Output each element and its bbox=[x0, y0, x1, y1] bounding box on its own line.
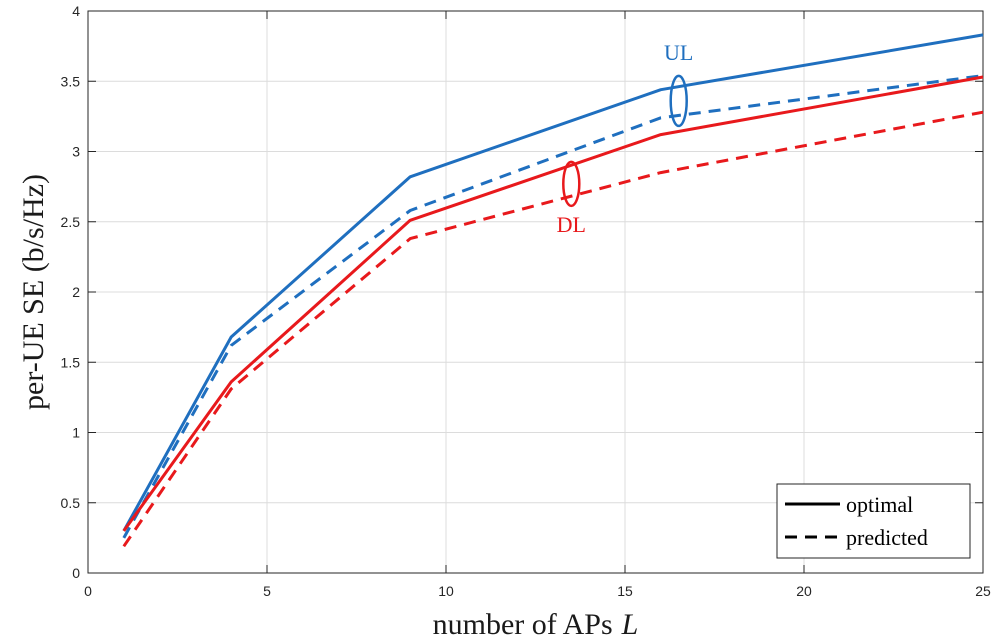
y-tick-label: 2 bbox=[72, 284, 80, 300]
legend-label-predicted: predicted bbox=[846, 525, 928, 550]
legend-label-optimal: optimal bbox=[846, 492, 913, 517]
x-axis-label-variable: L bbox=[621, 608, 639, 641]
x-tick-label: 15 bbox=[617, 583, 633, 599]
annotation-label-dl: DL bbox=[557, 212, 586, 237]
x-tick-label: 10 bbox=[438, 583, 454, 599]
series-line-dl-predicted bbox=[122, 110, 984, 548]
x-tick-label: 25 bbox=[975, 583, 991, 599]
y-tick-label: 4 bbox=[72, 3, 80, 19]
axis-ticks: 0 5 10 15 20 25 0 0.5 1 1.5 2 2.5 3 3.5 4 bbox=[61, 3, 991, 599]
annotation-ellipse-ul bbox=[669, 74, 688, 128]
series-line-ul-optimal bbox=[122, 33, 984, 532]
series-line-ul-predicted bbox=[122, 74, 984, 539]
annotation-label-ul: UL bbox=[664, 40, 693, 65]
y-axis-label: per-UE SE (b/s/Hz) bbox=[17, 174, 50, 410]
annotation-ellipse-dl bbox=[562, 160, 581, 208]
annotations: UL DL bbox=[557, 40, 694, 237]
y-tick-label: 0 bbox=[72, 565, 80, 581]
y-tick-label: 1.5 bbox=[61, 354, 81, 370]
y-tick-label: 0.5 bbox=[61, 495, 81, 511]
y-tick-label: 2.5 bbox=[61, 214, 81, 230]
y-tick-label: 3.5 bbox=[61, 73, 81, 89]
x-tick-label: 20 bbox=[796, 583, 812, 599]
x-axis-label: number of APs L bbox=[433, 608, 639, 641]
series-line-dl-optimal bbox=[122, 75, 984, 532]
series-lines bbox=[122, 33, 984, 548]
y-tick-label: 3 bbox=[72, 144, 80, 160]
x-tick-label: 5 bbox=[263, 583, 271, 599]
legend-box bbox=[776, 483, 971, 559]
x-axis-label-text: number of APs bbox=[433, 608, 613, 641]
legend[interactable]: optimal predicted bbox=[776, 483, 971, 559]
y-tick-label: 1 bbox=[72, 425, 80, 441]
x-tick-label: 0 bbox=[84, 583, 92, 599]
